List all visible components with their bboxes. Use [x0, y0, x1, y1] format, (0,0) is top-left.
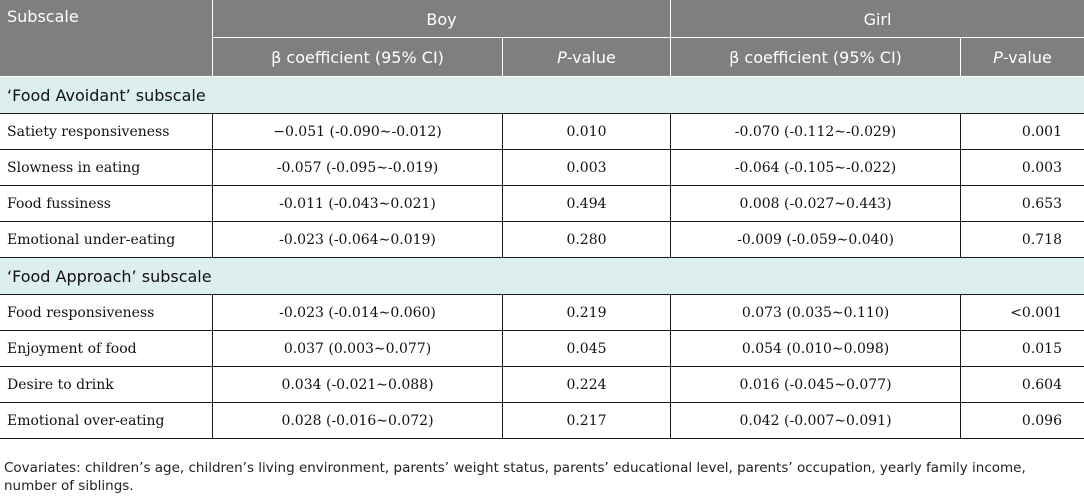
girl-beta-cell: 0.016 (-0.045∼0.077) [670, 366, 962, 403]
header-row-columns: β coefficient (95% CI) P-value β coeffic… [1, 37, 1084, 77]
table-body: ‘Food Avoidant’ subscale Satiety responsi… [0, 76, 1084, 439]
girl-p-cell: 0.718 [960, 221, 1084, 258]
table-row: Desire to drink 0.034 (-0.021∼0.088) 0.224… [0, 366, 1084, 403]
table-row: Slowness in eating -0.057 (-0.095∼-0.019)… [0, 149, 1084, 186]
subscale-header: Subscale [0, 0, 213, 77]
girl-header: Girl [670, 0, 1084, 38]
results-table: Subscale Boy Girl β coefficient (95% CI)… [0, 0, 1084, 439]
section-header-row: ‘Food Avoidant’ subscale [0, 76, 1084, 114]
row-name: Food responsiveness [0, 294, 213, 331]
boy-p-cell: 0.217 [501, 402, 672, 439]
row-name: Satiety responsiveness [0, 113, 213, 150]
girl-beta-cell: 0.042 (-0.007∼0.091) [670, 402, 962, 439]
boy-beta-cell: 0.028 (-0.016∼0.072) [212, 402, 503, 439]
boy-beta-cell: 0.037 (0.003∼0.077) [212, 330, 503, 367]
boy-beta-cell: 0.034 (-0.021∼0.088) [212, 366, 503, 403]
table-row: Emotional under-eating -0.023 (-0.064∼0.0… [0, 221, 1084, 258]
header-row-groups: Subscale Boy Girl [0, 0, 1084, 77]
table-row: Food fussiness -0.011 (-0.043∼0.021) 0.494… [0, 185, 1084, 222]
row-name: Emotional over-eating [0, 402, 213, 439]
boy-p-cell: 0.010 [501, 113, 672, 150]
section-title: ‘Food Avoidant’ subscale [0, 76, 1084, 114]
table-row: Satiety responsiveness −0.051 (-0.090∼-0.… [0, 113, 1084, 150]
girl-beta-cell: 0.073 (0.035∼0.110) [670, 294, 962, 331]
girl-beta-cell: 0.054 (0.010∼0.098) [670, 330, 962, 367]
girl-p-header: P-value [960, 37, 1084, 77]
girl-p-cell: 0.015 [960, 330, 1084, 367]
boy-beta-cell: −0.051 (-0.090∼-0.012) [212, 113, 503, 150]
girl-p-cell: 0.003 [960, 149, 1084, 186]
boy-p-header: P-value [501, 37, 672, 77]
section-title: ‘Food Approach’ subscale [0, 257, 1084, 295]
boy-beta-header: β coefficient (95% CI) [212, 37, 503, 77]
results-table-container: Subscale Boy Girl β coefficient (95% CI)… [0, 0, 1084, 439]
girl-p-cell: 0.001 [960, 113, 1084, 150]
girl-beta-header: β coefficient (95% CI) [670, 37, 962, 77]
row-name: Emotional under-eating [0, 221, 213, 258]
row-name: Enjoyment of food [0, 330, 213, 367]
girl-beta-cell: -0.009 (-0.059∼0.040) [670, 221, 962, 258]
boy-beta-cell: -0.023 (-0.014∼0.060) [212, 294, 503, 331]
boy-beta-cell: -0.023 (-0.064∼0.019) [212, 221, 503, 258]
girl-beta-cell: -0.064 (-0.105∼-0.022) [670, 149, 962, 186]
girl-p-cell: 0.653 [960, 185, 1084, 222]
boy-header: Boy [211, 0, 672, 38]
boy-p-cell: 0.280 [501, 221, 672, 258]
girl-p-cell: <0.001 [960, 294, 1084, 331]
row-name: Slowness in eating [0, 149, 213, 186]
boy-p-cell: 0.045 [501, 330, 672, 367]
boy-beta-cell: -0.057 (-0.095∼-0.019) [212, 149, 503, 186]
boy-beta-cell: -0.011 (-0.043∼0.021) [212, 185, 503, 222]
section-header-row: ‘Food Approach’ subscale [0, 257, 1084, 295]
table-row: Enjoyment of food 0.037 (0.003∼0.077) 0.04… [0, 330, 1084, 367]
girl-p-cell: 0.096 [960, 402, 1084, 439]
table-row: Food responsiveness -0.023 (-0.014∼0.060)… [0, 294, 1084, 331]
table-row: Emotional over-eating 0.028 (-0.016∼0.072… [0, 402, 1084, 439]
boy-p-cell: 0.494 [501, 185, 672, 222]
boy-p-cell: 0.224 [501, 366, 672, 403]
girl-beta-cell: -0.070 (-0.112∼-0.029) [670, 113, 962, 150]
girl-beta-cell: 0.008 (-0.027∼0.443) [670, 185, 962, 222]
footnote: Covariates: children’s age, children’s l… [4, 460, 1026, 494]
row-name: Desire to drink [0, 366, 213, 403]
boy-p-cell: 0.003 [501, 149, 672, 186]
boy-p-cell: 0.219 [501, 294, 672, 331]
girl-p-cell: 0.604 [960, 366, 1084, 403]
row-name: Food fussiness [0, 185, 213, 222]
